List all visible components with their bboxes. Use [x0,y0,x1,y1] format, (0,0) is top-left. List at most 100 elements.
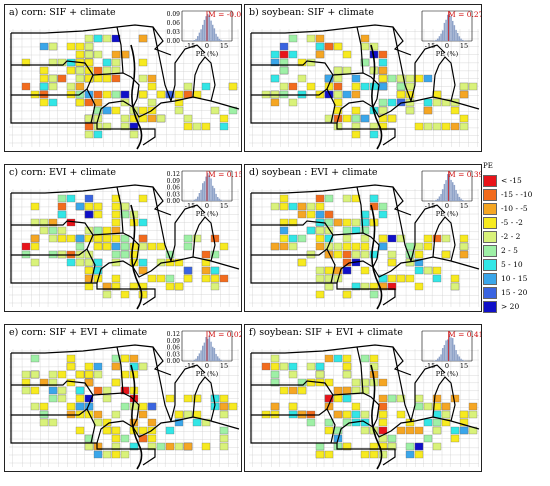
histogram-bar [462,359,464,361]
panel-title: b) soybean: SIF + climate [249,7,374,18]
y-tick-label: 0.12 [167,171,181,178]
legend-label: -2 - 2 [501,232,521,241]
map-panel-f: f) soybean: SIF + EVI + climate -15 0 15 PE… [244,324,482,472]
histogram-bar [458,36,461,41]
histogram-bar [438,36,441,41]
legend-item: 15 - 20 [483,286,549,300]
state-boundaries [250,24,480,150]
map-panel-e: e) corn: SIF + EVI + climate 0.12 0.09 0.0… [4,324,242,472]
histogram-bar [193,359,196,361]
histogram-bar [445,180,447,201]
histogram-bar [460,38,462,41]
histogram-bar [200,29,202,41]
legend-swatch [483,245,497,257]
histogram-bar [197,196,199,201]
histogram-bar [200,189,202,201]
y-tick-label: 0.09 [167,338,181,345]
x-tick-label: -15 [185,362,195,370]
histogram-bar [437,198,439,201]
state-boundaries [10,184,240,310]
county-map [8,344,240,470]
legend-swatch [483,231,497,243]
legend-swatch [483,189,497,201]
panel-title: d) soybean : EVI + climate [249,167,378,178]
histogram-bar [452,182,454,201]
histogram-bar [457,193,459,201]
y-tick-label: 0.03 [167,29,181,36]
histogram-bar [455,29,457,41]
histogram-bar [208,175,211,201]
histogram-bar [220,359,222,361]
mean-value: M = -0.07 [208,10,242,19]
state-boundaries [250,184,480,310]
histogram-bar [222,40,224,41]
county-map [248,344,480,470]
histogram-inset: 0.12 0.09 0.06 0.03 0.00 -15 0 15 PE (%) M = 0.02 [160,327,241,379]
x-axis-label: PE (%) [436,370,459,378]
x-tick-label: 15 [460,202,468,210]
x-tick-label: 15 [460,362,468,370]
histogram-bar [220,39,222,41]
x-tick-label: -15 [425,202,435,210]
mean-value: M = 0.39 [448,170,482,179]
histogram-bar [205,16,207,41]
histogram-bar [207,13,209,42]
histogram-bar [192,360,194,361]
histogram-bar [453,25,456,41]
county-map [8,24,240,150]
histogram-bar [195,198,197,201]
y-tick-label: 0.09 [167,178,181,185]
histogram-bar [208,335,211,361]
histogram-bar [462,199,464,201]
x-tick-label: -15 [185,42,195,50]
map-panel-d: d) soybean : EVI + climate -15 0 15 PE (%) M… [244,164,482,312]
y-tick-label: 0.00 [167,358,181,365]
histogram-bar [435,39,437,41]
y-tick-label: 0.06 [167,20,181,27]
y-tick-label: 0.03 [167,191,181,198]
legend-label: -5 - -2 [501,218,523,227]
histogram-inset: 0.12 0.09 0.06 0.03 0.00 -15 0 15 PE (%) M = 0.15 [160,167,241,219]
county-map [248,24,480,150]
x-tick-label: 15 [220,362,228,370]
legend-item: > 20 [483,300,549,314]
histogram-bar [208,15,211,41]
county-map [8,184,240,310]
histogram-bar [442,189,444,201]
legend-item: 5 - 10 [483,258,549,272]
x-tick-label: -15 [425,362,435,370]
histogram-bar [458,196,461,201]
legend-item: 2 - 5 [483,244,549,258]
histogram-bar [440,33,442,41]
legend-swatch [483,273,497,285]
legend-label: 2 - 5 [501,246,518,255]
y-tick-label: 0.00 [167,38,181,45]
y-tick-label: 0.00 [167,198,181,205]
histogram-bar [205,176,207,201]
histogram-bar [440,194,442,201]
histogram-bar [435,359,437,361]
histogram-bar [222,360,224,361]
histogram-bar [438,196,441,201]
histogram-bar [218,38,221,41]
histogram-bar [433,200,436,201]
legend-swatch [483,203,497,215]
state-boundaries [250,344,480,470]
histogram-bar [460,358,462,361]
histogram-bar [203,19,206,41]
histogram-bar [447,339,449,361]
legend-label: > 20 [501,302,520,311]
mean-value: M = 0.02 [208,330,242,339]
mean-value: M = 0.41 [448,330,482,339]
histogram-bar [435,199,437,201]
legend-label: -15 - -10 [501,190,533,199]
histogram-bar [443,345,446,361]
x-tick-label: -15 [425,42,435,50]
histogram-bar [203,342,206,361]
histogram-bar [212,24,214,41]
legend-item: -15 - -10 [483,188,549,202]
y-tick-label: 0.06 [167,185,181,192]
histogram-bar [445,19,447,41]
legend-label: 10 - 15 [501,274,528,283]
histogram-bar [215,193,217,201]
